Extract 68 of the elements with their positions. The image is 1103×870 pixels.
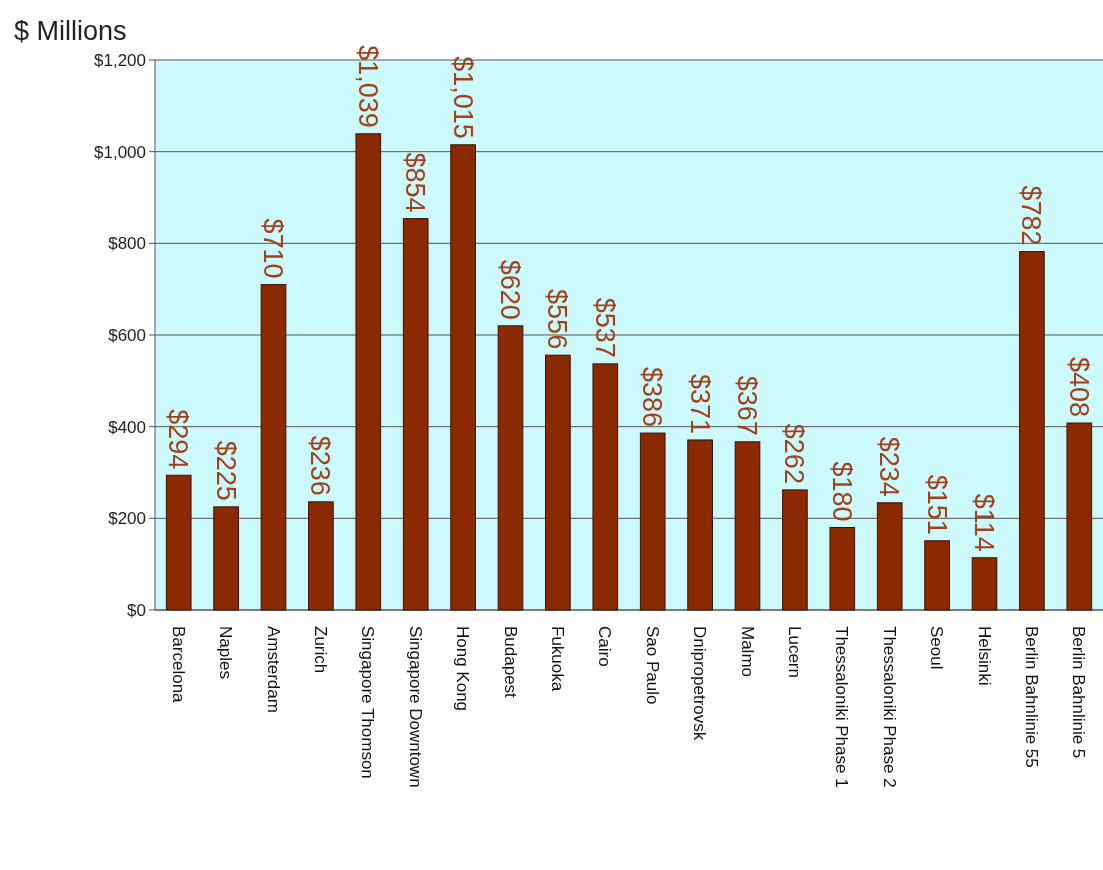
data-label: $180 (826, 461, 857, 522)
x-tick-label: Sao Paulo (642, 626, 662, 705)
bar (355, 133, 382, 611)
data-label: $782 (1016, 185, 1047, 246)
bar (1066, 422, 1093, 611)
y-tick-label: $0 (127, 600, 146, 620)
bar (545, 354, 571, 611)
data-label: $1,039 (352, 45, 383, 128)
x-tick-label: Berlin Bahnlinie 55 (1021, 626, 1041, 768)
bar (687, 439, 713, 611)
bar (165, 474, 192, 611)
bar (402, 218, 429, 611)
data-label: $371 (684, 373, 715, 434)
x-tick-label: Hong Kong (453, 626, 473, 712)
data-label: $114 (969, 493, 1000, 552)
y-tick-label: $1,200 (94, 50, 146, 70)
bar (734, 441, 761, 611)
data-label: $294 (163, 409, 194, 470)
bar (924, 540, 950, 611)
x-tick-label: Zurich (310, 626, 330, 674)
x-tick-label: Dnipropetrovsk (690, 626, 710, 741)
x-tick-label: Singapore Downtown (405, 626, 425, 788)
data-label: $556 (542, 289, 573, 350)
bar (782, 489, 808, 611)
data-label: $151 (921, 474, 952, 535)
bar (497, 325, 524, 611)
x-tick-label: Thessaloniki Phase 1 (832, 626, 852, 788)
data-label: $367 (732, 375, 763, 436)
data-label: $225 (210, 440, 241, 501)
x-tick-label: Seoul (927, 626, 947, 670)
data-label: $710 (258, 218, 289, 279)
x-tick-label: Lucern (784, 626, 804, 678)
data-label: $262 (779, 423, 810, 484)
data-label: $234 (874, 436, 905, 497)
bar (213, 506, 239, 611)
y-tick-label: $200 (108, 509, 146, 529)
x-tick-label: Budapest (500, 626, 520, 699)
x-tick-label: Fukuoka (547, 626, 567, 692)
bar (1019, 251, 1045, 611)
bar (971, 557, 998, 611)
data-label: $537 (589, 297, 620, 358)
y-axis-title: $ Millions (14, 16, 127, 46)
bar (260, 284, 287, 611)
x-tick-label: Amsterdam (263, 626, 283, 713)
y-tick-label: $600 (108, 325, 146, 345)
data-label: $408 (1063, 356, 1094, 417)
y-tick-label: $400 (108, 417, 146, 437)
data-label: $854 (400, 152, 431, 213)
x-tick-label: Naples (216, 626, 236, 679)
x-tick-label: Singapore Thomson (358, 626, 378, 779)
data-label: $1,015 (447, 56, 478, 139)
data-label: $386 (637, 367, 668, 428)
data-label: $236 (305, 435, 336, 496)
bar (308, 501, 334, 611)
bar (450, 144, 476, 611)
data-label: $620 (495, 259, 526, 320)
bar (639, 432, 666, 611)
x-tick-label: Barcelona (168, 626, 188, 704)
y-tick-label: $800 (108, 234, 146, 254)
x-tick-label: Helsinki (974, 626, 994, 686)
x-tick-label: Berlin Bahnlinie 5 (1069, 626, 1089, 759)
bar (876, 502, 903, 611)
x-tick-label: Malmo (737, 626, 757, 678)
bar (829, 527, 856, 611)
x-tick-label: Thessaloniki Phase 2 (879, 626, 899, 788)
bar (592, 363, 619, 611)
y-tick-label: $1,000 (94, 142, 146, 162)
x-tick-label: Cairo (595, 626, 615, 667)
